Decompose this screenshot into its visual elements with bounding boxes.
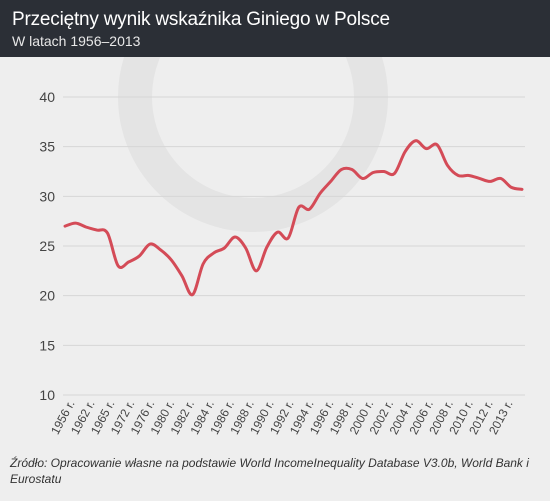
y-tick-label: 20: [39, 288, 55, 304]
chart-title: Przeciętny wynik wskaźnika Giniego w Pol…: [12, 9, 390, 31]
y-tick-label: 40: [39, 89, 55, 105]
y-tick-label: 10: [39, 387, 55, 403]
y-tick-label: 25: [39, 238, 55, 254]
chart-subtitle: W latach 1956–2013: [12, 33, 140, 49]
background-ring: [135, 57, 371, 215]
y-tick-label: 35: [39, 139, 55, 155]
line-chart: 101520253035401956 r.1962 r.1965 r.1972 …: [0, 57, 550, 451]
chart-header: Przeciętny wynik wskaźnika Giniego w Pol…: [0, 0, 550, 57]
y-tick-label: 30: [39, 188, 55, 204]
gini-series-line: [65, 141, 522, 295]
y-tick-label: 15: [39, 337, 55, 353]
source-note: Źródło: Opracowanie własne na podstawie …: [10, 455, 540, 487]
